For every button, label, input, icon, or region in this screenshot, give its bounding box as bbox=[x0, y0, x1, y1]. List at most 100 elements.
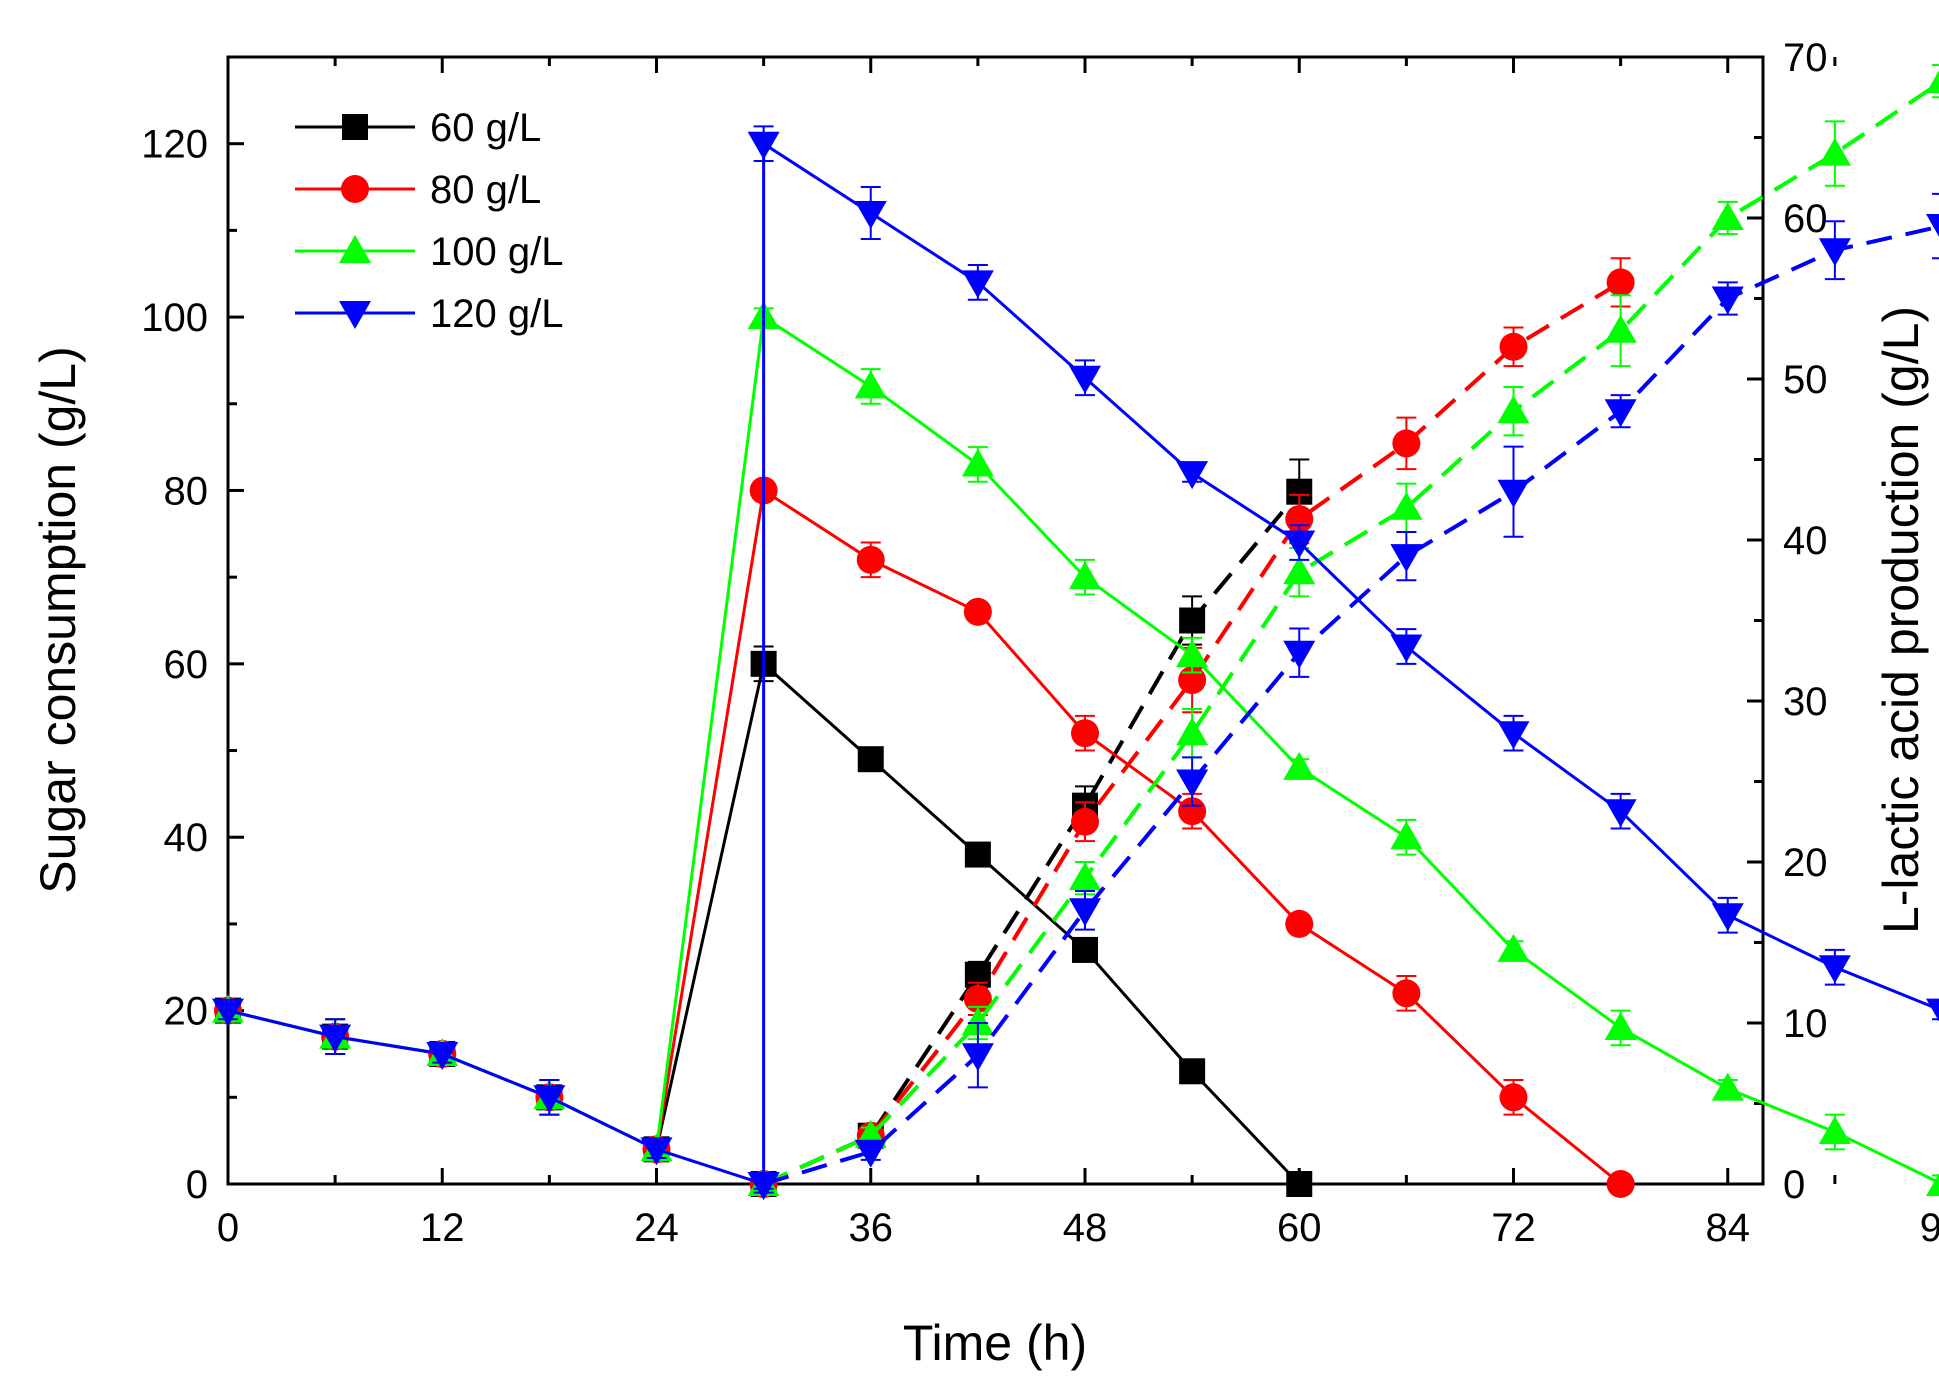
y-tick-label: 20 bbox=[164, 990, 209, 1034]
lactic-point bbox=[1176, 717, 1209, 746]
legend-marker bbox=[342, 114, 368, 140]
lactic-point bbox=[1392, 429, 1421, 458]
legend-marker bbox=[339, 235, 371, 263]
lactic-point bbox=[1283, 556, 1316, 585]
sugar-point bbox=[854, 370, 887, 399]
x-tick-label: 72 bbox=[1491, 1206, 1536, 1250]
lactic-point bbox=[1497, 479, 1530, 508]
plot-frame bbox=[226, 55, 1765, 1186]
x-tick-label: 60 bbox=[1277, 1206, 1322, 1250]
lactic-point bbox=[1711, 286, 1744, 315]
sugar-point bbox=[1604, 1011, 1637, 1040]
sugar-point bbox=[747, 131, 780, 160]
sugar-point bbox=[426, 1041, 459, 1070]
lactic-point bbox=[1711, 202, 1744, 230]
sugar-point bbox=[856, 545, 885, 574]
lactic-point bbox=[1390, 544, 1423, 573]
sugar-point bbox=[1497, 933, 1530, 962]
sugar-point bbox=[1604, 799, 1637, 828]
lactic-point bbox=[1818, 238, 1851, 267]
x-tick-label: 84 bbox=[1706, 1206, 1751, 1250]
sugar-point bbox=[1818, 1115, 1851, 1144]
lactic-point bbox=[1069, 862, 1101, 891]
sugar-point bbox=[961, 270, 994, 299]
sugar-point bbox=[963, 597, 992, 626]
y-tick-label: 100 bbox=[141, 296, 208, 340]
sugar-point bbox=[1176, 461, 1209, 490]
y2-tick-label: 20 bbox=[1783, 841, 1828, 885]
lactic-line bbox=[763, 224, 1939, 1186]
sugar-point bbox=[961, 448, 994, 477]
legend-label: 120 g/L bbox=[430, 292, 563, 336]
x-tick-label: 24 bbox=[634, 1206, 679, 1250]
sugar-point bbox=[1390, 634, 1423, 663]
sugar-point bbox=[1711, 1072, 1744, 1101]
y2-tick-label: 70 bbox=[1783, 36, 1828, 80]
legend-marker bbox=[339, 301, 371, 329]
y-axis-title: Sugar consumption (g/L) bbox=[30, 346, 86, 894]
sugar-point bbox=[1071, 719, 1099, 748]
sugar-point bbox=[1390, 821, 1423, 850]
y2-tick-label: 60 bbox=[1783, 197, 1828, 241]
sugar-point bbox=[854, 201, 887, 230]
lactic-point bbox=[1604, 314, 1637, 343]
axis-ticks: 0 12 24 36 48 60 72 84 96 0 20 40 60 80 100 120 0 10 20 30 4… bbox=[141, 36, 1939, 1250]
lactic-point bbox=[961, 1007, 994, 1035]
series-3 bbox=[212, 125, 1939, 1200]
lactic-point bbox=[963, 984, 992, 1013]
sugar-point bbox=[1818, 955, 1851, 984]
legend-marker bbox=[341, 175, 369, 203]
y-tick-label: 0 bbox=[186, 1163, 208, 1207]
lactic-point bbox=[961, 1043, 994, 1072]
sugar-point bbox=[1606, 1170, 1635, 1198]
legend-label: 60 g/L bbox=[430, 106, 541, 150]
x-tick-label: 12 bbox=[420, 1206, 465, 1250]
sugar-point bbox=[1499, 1083, 1528, 1112]
lactic-point bbox=[1283, 640, 1316, 669]
lactic-point bbox=[1604, 399, 1637, 428]
legend-label: 80 g/L bbox=[430, 168, 541, 212]
lactic-point bbox=[1179, 607, 1206, 634]
sugar-point bbox=[1283, 530, 1316, 559]
x-tick-label: 36 bbox=[849, 1206, 894, 1250]
lactic-point bbox=[1926, 70, 1939, 94]
sugar-point bbox=[1286, 1171, 1313, 1197]
sugar-point bbox=[1926, 1173, 1939, 1196]
lactic-point bbox=[1499, 332, 1528, 361]
lactic-point bbox=[1390, 491, 1423, 520]
sugar-point bbox=[533, 1085, 566, 1114]
x-tick-label: 96 bbox=[1920, 1206, 1939, 1250]
y2-tick-label: 10 bbox=[1783, 1002, 1828, 1046]
sugar-point bbox=[1392, 979, 1421, 1008]
lactic-point bbox=[1497, 395, 1530, 424]
lactic-point bbox=[1069, 898, 1101, 927]
lactic-point bbox=[854, 1139, 887, 1168]
x-tick-label: 48 bbox=[1063, 1206, 1108, 1250]
lactic-point bbox=[1926, 214, 1939, 237]
sugar-line bbox=[227, 140, 1939, 1187]
sugar-point bbox=[319, 1024, 352, 1053]
lactic-point bbox=[1606, 268, 1635, 297]
sugar-point bbox=[1285, 909, 1314, 938]
legend-label: 100 g/L bbox=[430, 230, 563, 274]
sugar-point bbox=[1711, 903, 1744, 932]
y2-tick-label: 50 bbox=[1783, 358, 1828, 402]
sugar-point bbox=[1069, 365, 1101, 394]
lactic-line bbox=[762, 80, 1939, 1186]
sugar-point bbox=[1283, 751, 1316, 780]
y2-axis-title: L-lactic acid production (g/L) bbox=[1873, 306, 1929, 934]
x-axis-title: Time (h) bbox=[903, 1315, 1087, 1371]
sugar-point bbox=[1179, 1058, 1206, 1085]
lactic-line bbox=[762, 280, 1622, 1186]
y-tick-label: 80 bbox=[164, 469, 209, 513]
legend: 60 g/L 80 g/L 100 g/L 120 g/L bbox=[295, 106, 563, 336]
y2-tick-label: 40 bbox=[1783, 519, 1828, 563]
y2-tick-label: 30 bbox=[1783, 680, 1828, 724]
sugar-point bbox=[212, 998, 244, 1027]
sugar-point bbox=[1178, 797, 1207, 826]
sugar-point bbox=[964, 841, 991, 868]
y2-tick-label: 0 bbox=[1783, 1163, 1805, 1207]
sugar-point bbox=[1069, 561, 1101, 590]
sugar-point bbox=[1176, 639, 1209, 668]
